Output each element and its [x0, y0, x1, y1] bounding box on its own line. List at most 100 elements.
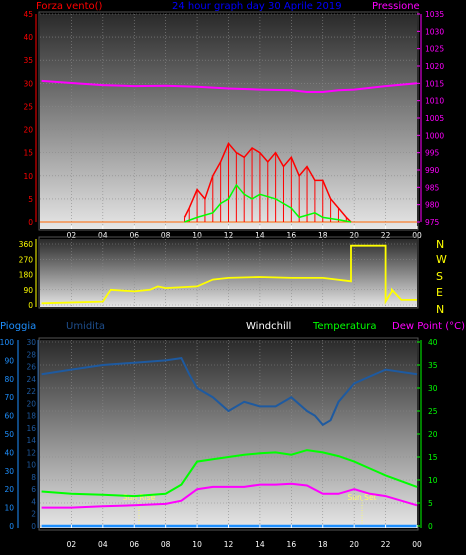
- x-tick-label: 02: [67, 540, 77, 549]
- y-tick-label-temperature: 30: [428, 384, 438, 393]
- series-wind_max: [183, 141, 352, 223]
- y-tick-label-humidity: 30: [26, 338, 36, 347]
- y-tick-label-direction: 360: [19, 240, 34, 249]
- x-tick-label: 14: [255, 231, 265, 240]
- y-tick-label-rain: 60: [4, 412, 14, 421]
- x-tick-label: 16: [287, 540, 297, 549]
- y-tick-label-pressure: 975: [425, 218, 440, 227]
- panel2-frame: [38, 236, 419, 309]
- y-tick-label-humidity: 22: [26, 387, 36, 396]
- y-tick-label-humidity: 12: [26, 448, 36, 457]
- x-tick-label: 22: [381, 231, 391, 240]
- y-tick-label-rain: 100: [0, 338, 14, 347]
- panel-wind-pressure: 0510152025303540459759809859909951000100…: [23, 10, 444, 240]
- y-tick-label-direction: 180: [19, 271, 34, 280]
- y-tick-label-temperature: 40: [428, 338, 438, 347]
- y-tick-label-temperature: 5: [428, 499, 433, 508]
- x-tick-label: 18: [318, 540, 328, 549]
- y-tick-label-wind: 10: [23, 172, 33, 181]
- y-tick-label-wind: 40: [23, 33, 33, 42]
- y-tick-label-wind: 35: [23, 56, 33, 65]
- x-tick-label: 06: [129, 540, 139, 549]
- y-tick-label-rain: 90: [4, 356, 14, 365]
- x-tick-label: 20: [349, 231, 359, 240]
- x-tick-label: 06: [129, 231, 139, 240]
- x-tick-label: 08: [161, 231, 171, 240]
- compass-w: W: [436, 253, 447, 266]
- humidity-label: Umidita: [66, 321, 105, 332]
- sun-set-label: Sun Set: [348, 493, 377, 502]
- y-tick-label-rain: 30: [4, 467, 14, 476]
- y-tick-label-humidity: 18: [26, 412, 36, 421]
- x-tick-label: 12: [224, 231, 234, 240]
- y-tick-label-temperature: 25: [428, 407, 438, 416]
- y-tick-label-wind: 15: [23, 149, 33, 158]
- y-tick-label-humidity: 4: [31, 497, 36, 506]
- temperature-label: Temperatura: [312, 321, 377, 332]
- y-tick-label-wind: 5: [28, 195, 33, 204]
- series-wind_avg: [184, 183, 352, 223]
- wind-force-label: Forza vento(): [36, 1, 103, 12]
- x-tick-label: 04: [98, 231, 108, 240]
- x-tick-label: 04: [98, 540, 108, 549]
- y-tick-label-humidity: 20: [26, 399, 36, 408]
- y-tick-label-humidity: 2: [31, 510, 36, 519]
- panel1-frame: [38, 11, 419, 231]
- y-tick-label-rain: 50: [4, 430, 14, 439]
- y-tick-label-wind: 45: [23, 10, 33, 19]
- graph-title: 24 hour graph day 30 Aprile 2019: [172, 1, 342, 12]
- x-tick-label: 10: [192, 540, 202, 549]
- compass-s: S: [436, 270, 443, 283]
- x-tick-label: 08: [161, 540, 171, 549]
- y-tick-label-pressure: 985: [425, 183, 440, 192]
- x-tick-label: 16: [287, 231, 297, 240]
- x-tick-label: 00: [412, 231, 422, 240]
- y-tick-label-humidity: 6: [31, 485, 36, 494]
- y-tick-label-humidity: 0: [31, 522, 36, 531]
- x-tick-label: 00: [412, 540, 422, 549]
- x-tick-label: 20: [349, 540, 359, 549]
- y-tick-label-wind: 30: [23, 79, 33, 88]
- panel-wind-direction: 0 90 180 270 360 N W S E N: [19, 236, 447, 316]
- x-tick-label: 22: [381, 540, 391, 549]
- y-tick-label-humidity: 26: [26, 363, 36, 372]
- series-direction: [41, 244, 417, 305]
- y-tick-label-rain: 0: [9, 522, 14, 531]
- y-tick-label-rain: 20: [4, 485, 14, 494]
- y-tick-label-humidity: 28: [26, 350, 36, 359]
- panel-temp-humidity: Sun Rise Sun Set 051015202530354001020304…: [0, 337, 438, 549]
- y-tick-label-pressure: 1025: [425, 45, 444, 54]
- pressure-label: Pressione: [372, 1, 420, 12]
- y-tick-label-direction: 90: [23, 286, 33, 295]
- y-tick-label-temperature: 35: [428, 361, 438, 370]
- y-tick-label-temperature: 15: [428, 453, 438, 462]
- y-tick-label-humidity: 24: [26, 375, 36, 384]
- y-tick-label-pressure: 995: [425, 149, 440, 158]
- y-tick-label-rain: 10: [4, 504, 14, 513]
- x-tick-label: 10: [192, 231, 202, 240]
- y-tick-label-temperature: 10: [428, 476, 438, 485]
- x-tick-label: 02: [67, 231, 77, 240]
- y-tick-label-pressure: 1030: [425, 27, 444, 36]
- y-tick-label-temperature: 20: [428, 430, 438, 439]
- y-tick-label-humidity: 16: [26, 424, 36, 433]
- y-tick-label-wind: 20: [23, 126, 33, 135]
- x-tick-label: 18: [318, 231, 328, 240]
- y-tick-label-pressure: 1015: [425, 79, 444, 88]
- series-pressure: [41, 79, 418, 93]
- series-dewpoint: [41, 482, 418, 509]
- compass-n2: N: [436, 303, 444, 316]
- series-humidity: [41, 357, 418, 427]
- y-tick-label-wind: 25: [23, 102, 33, 111]
- windchill-label: Windchill: [246, 321, 291, 332]
- series-temperature: [41, 449, 418, 498]
- y-tick-label-rain: 70: [4, 393, 14, 402]
- y-tick-label-pressure: 1020: [425, 62, 444, 71]
- y-tick-label-humidity: 14: [26, 436, 36, 445]
- y-tick-label-pressure: 1010: [425, 97, 444, 106]
- y-tick-label-wind: 0: [28, 218, 33, 227]
- dewpoint-label: Dew Point (°C): [392, 321, 465, 332]
- y-tick-label-pressure: 1005: [425, 114, 444, 123]
- y-tick-label-humidity: 10: [26, 461, 36, 470]
